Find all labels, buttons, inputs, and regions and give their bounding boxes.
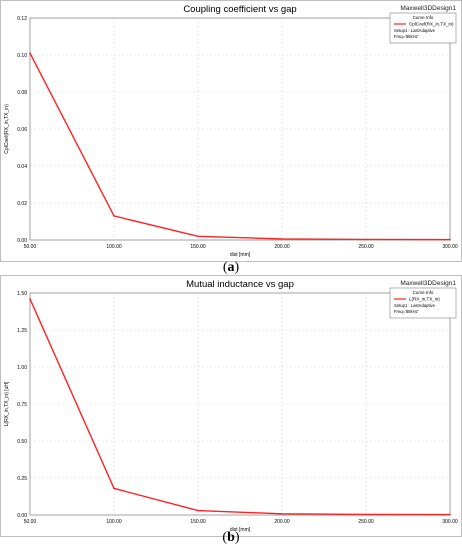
chart-a-y-tick-label: 0.12	[17, 16, 27, 22]
chart-b-x-tick-label: 200.00	[274, 519, 290, 525]
chart-b-series-line	[29, 298, 451, 516]
chart-b-x-axis-label: dist [mm]	[230, 527, 251, 533]
caption-a-label: a	[227, 260, 235, 275]
chart-b-x-tick-label: 100.00	[106, 519, 122, 525]
chart-b-x-tick-label: 300.00	[442, 519, 458, 525]
chart-a-data-point	[197, 235, 199, 238]
chart-b-y-tick-label: 0.50	[17, 439, 27, 445]
chart-a-x-tick-label: 100.00	[106, 244, 122, 250]
chart-b: Mutual inductance vs gap Maxwell3DDesign1…	[0, 275, 462, 537]
chart-b-y-tick-label: 1.25	[17, 328, 27, 334]
chart-b-data-point	[197, 509, 199, 512]
chart-b-legend-freq: Freq='85kHz'	[394, 309, 419, 314]
chart-a-series-line	[29, 52, 451, 241]
chart-b-data-point	[449, 513, 451, 516]
chart-b-data-point	[365, 513, 367, 516]
chart-b-y-axis-label: L(RX_in,TX_in) [uH]	[4, 381, 10, 426]
chart-a-legend-entry: CplCoef(RX_in,TX_in)	[409, 22, 454, 27]
chart-b-x-tick-label: 50.00	[24, 519, 37, 525]
chart-b-legend-setup: Setup1 : LastAdaptive	[394, 303, 436, 308]
chart-b-y-tick-label: 0.75	[17, 402, 27, 408]
chart-a-svg: Coupling coefficient vs gap Maxwell3DDesi…	[0, 0, 462, 262]
chart-b-y-tick-label: 0.25	[17, 476, 27, 482]
chart-b-svg: Mutual inductance vs gap Maxwell3DDesign1…	[0, 275, 462, 537]
chart-b-legend: Curve Info L(RX_in,TX_in)Setup1 : LastAda…	[389, 287, 457, 319]
chart-a-y-tick-label: 0.06	[17, 127, 27, 133]
chart-a-y-tick-label: 0.04	[17, 164, 27, 170]
chart-a-legend-freq: Freq='85kHz'	[394, 34, 419, 39]
chart-b-legend-entry: L(RX_in,TX_in)	[409, 297, 440, 302]
chart-a-legend: Curve Info CplCoef(RX_in,TX_in)Setup1 : L…	[389, 12, 457, 44]
chart-a-x-tick-label: 300.00	[442, 244, 458, 250]
chart-a-y-axis-label: CplCoef(RX_in,TX_in)	[4, 104, 10, 154]
chart-b-title: Mutual inductance vs gap	[186, 279, 294, 290]
chart-b-project-label: Maxwell3DDesign1	[400, 280, 456, 287]
chart-b-y-tick-label: 0.00	[17, 513, 27, 519]
chart-a-y-tick-label: 0.08	[17, 90, 27, 96]
chart-a-project-label: Maxwell3DDesign1	[400, 5, 456, 12]
chart-a: Coupling coefficient vs gap Maxwell3DDesi…	[0, 0, 462, 262]
chart-a-legend-box	[389, 12, 457, 44]
caption-a: (a)	[222, 260, 240, 275]
chart-a-title: Coupling coefficient vs gap	[183, 4, 296, 15]
chart-a-data-point	[365, 238, 367, 241]
chart-a-data-point	[449, 238, 451, 241]
chart-b-x-tick-label: 250.00	[358, 519, 374, 525]
chart-a-data-point	[29, 52, 31, 54]
chart-a-data-point	[113, 215, 115, 217]
chart-a-x-tick-label: 150.00	[190, 244, 206, 250]
chart-b-legend-title: Curve Info	[413, 290, 434, 295]
chart-b-y-tick-label: 1.50	[17, 291, 27, 297]
chart-a-legend-setup: Setup1 : LastAdaptive	[394, 28, 436, 33]
chart-a-x-tick-label: 50.00	[24, 244, 37, 250]
chart-b-data-point	[281, 513, 283, 515]
caption-b: (b)	[222, 530, 240, 545]
chart-a-y-tick-label: 0.00	[17, 238, 27, 244]
chart-a-legend-title: Curve Info	[413, 15, 434, 20]
chart-b-y-tick-label: 1.00	[17, 365, 27, 371]
chart-a-y-tick-label: 0.02	[17, 201, 27, 207]
chart-b-legend-box	[389, 287, 457, 319]
caption-b-label: b	[227, 530, 235, 545]
chart-a-data-point	[281, 238, 283, 240]
chart-b-x-tick-label: 150.00	[190, 519, 206, 525]
chart-b-data-point	[113, 487, 115, 490]
chart-a-y-tick-label: 0.10	[17, 53, 27, 59]
chart-a-x-tick-label: 200.00	[274, 244, 290, 250]
chart-b-data-point	[29, 298, 31, 300]
chart-a-x-tick-label: 250.00	[358, 244, 374, 250]
chart-a-x-axis-label: dist [mm]	[230, 252, 251, 258]
